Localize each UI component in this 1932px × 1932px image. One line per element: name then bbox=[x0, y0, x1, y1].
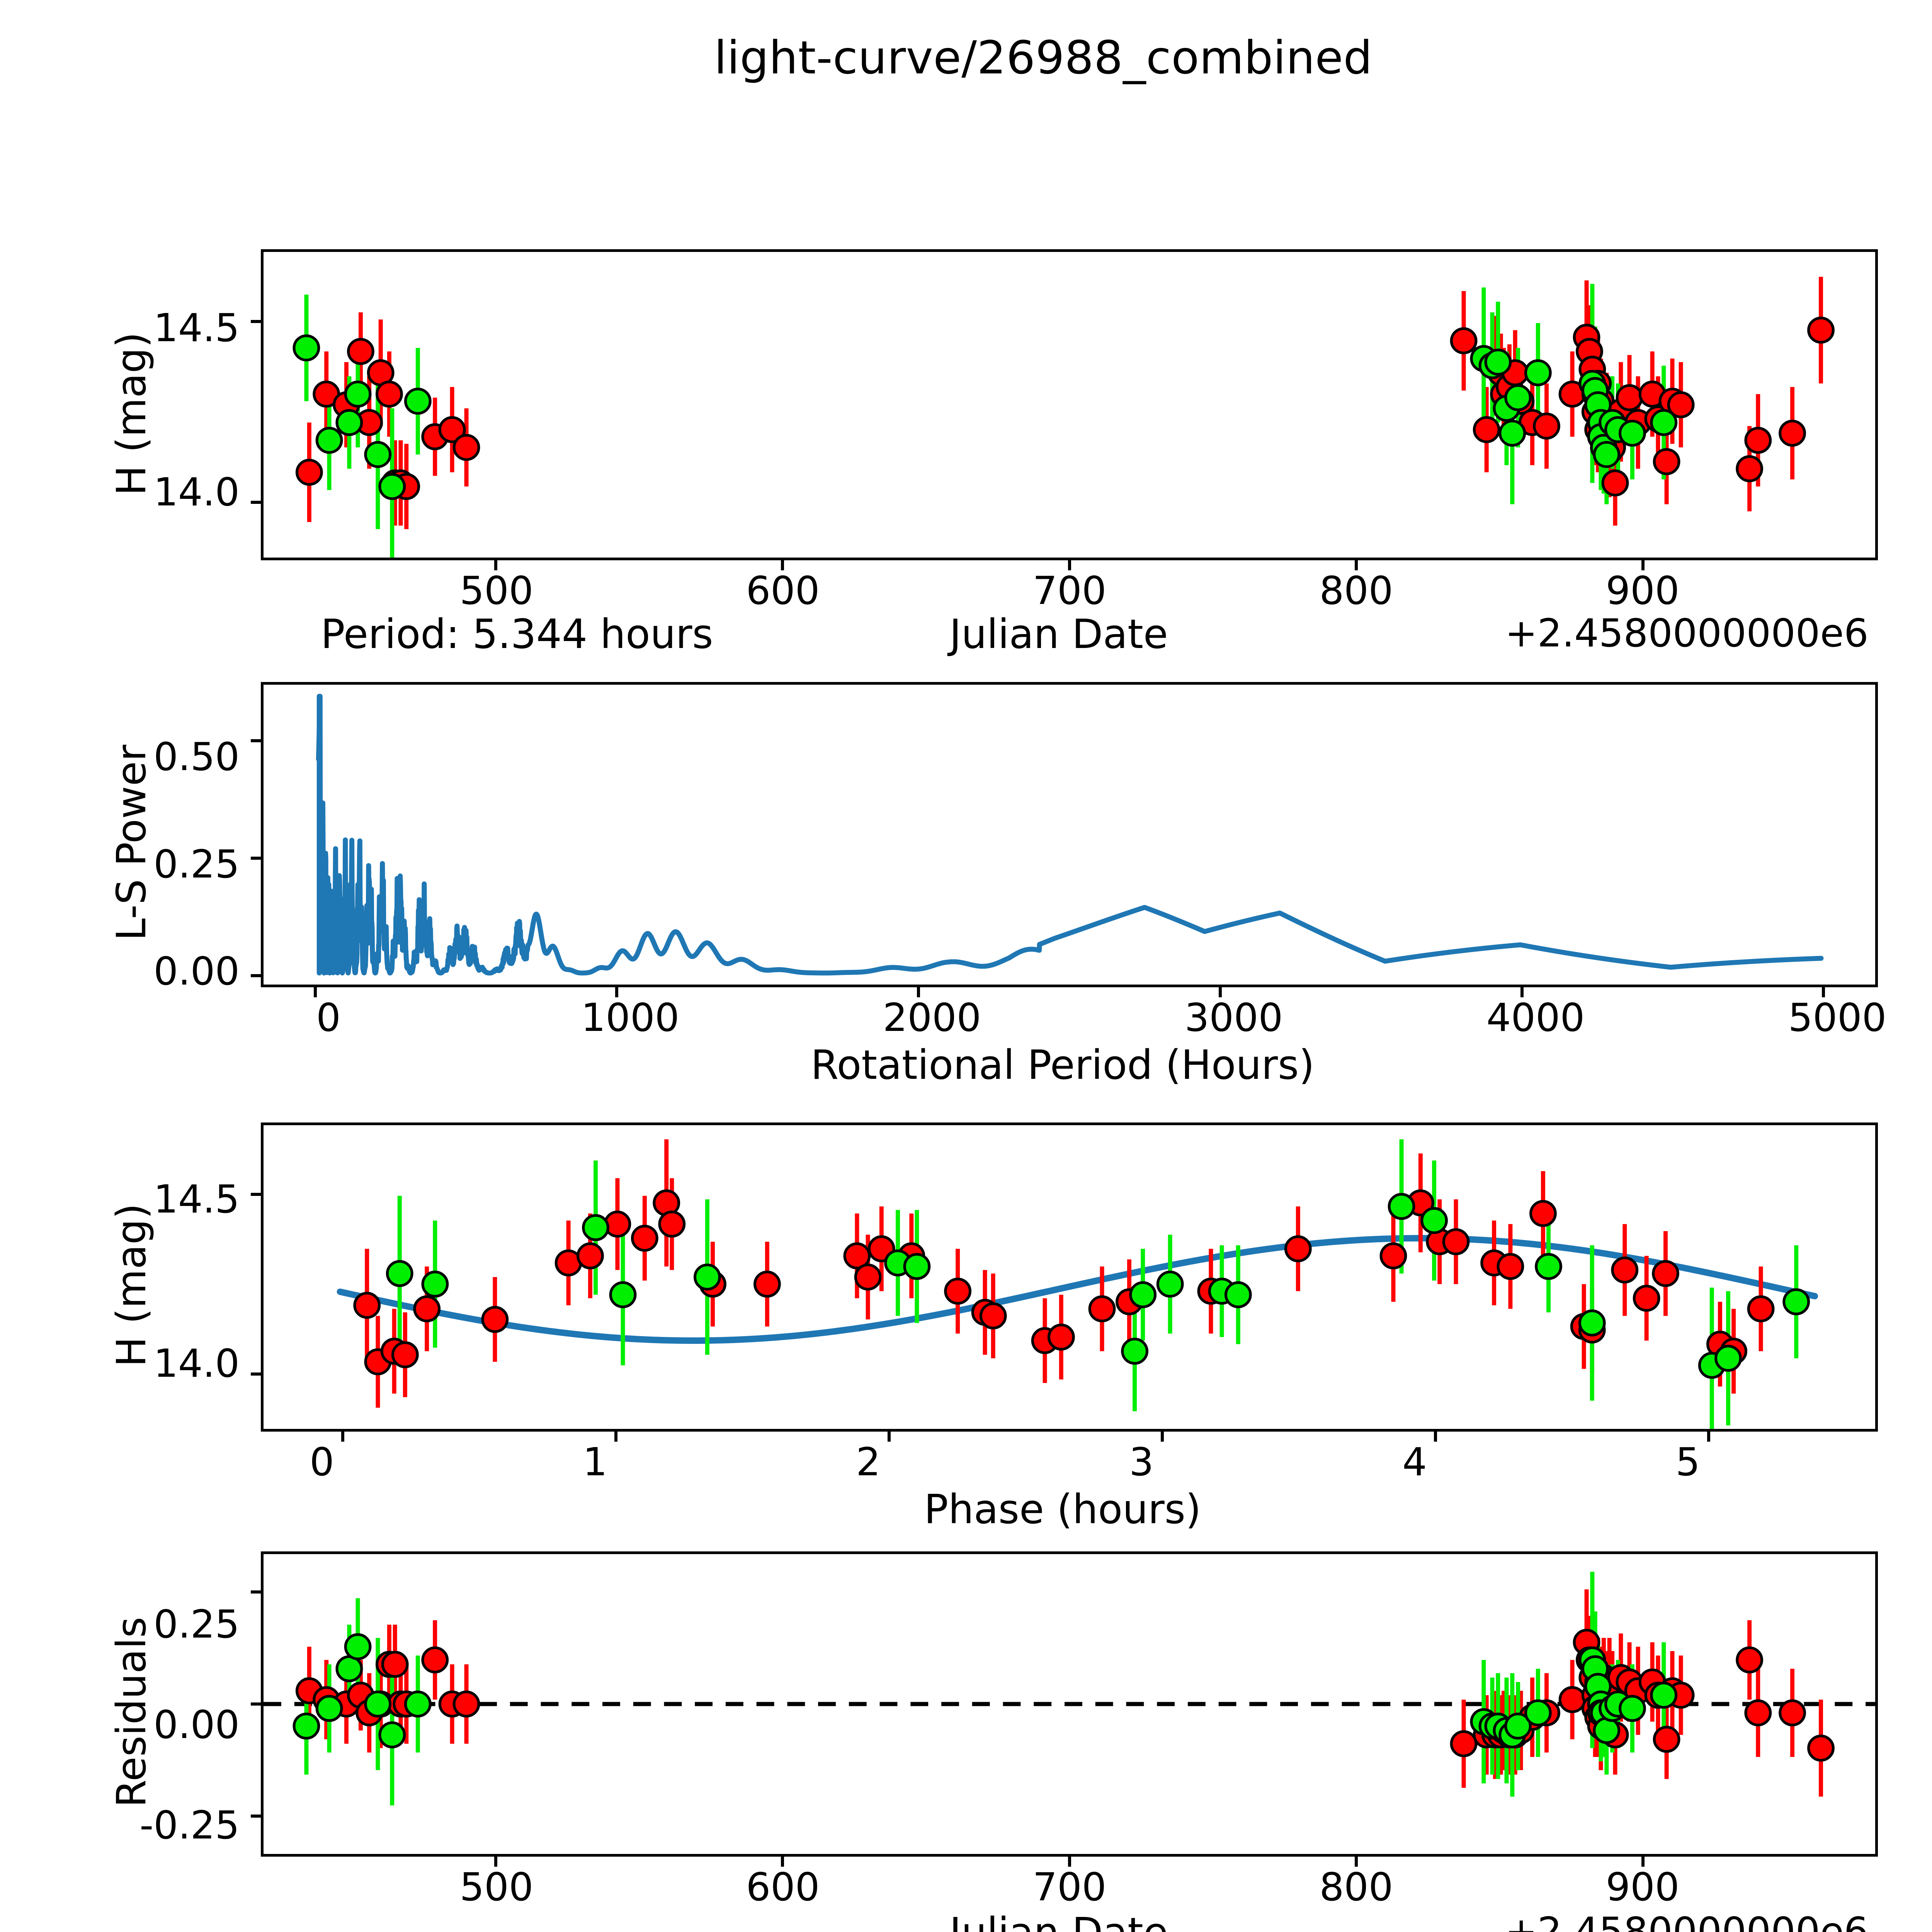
axis-tick bbox=[1218, 987, 1222, 997]
panel-lightcurve bbox=[261, 249, 1878, 560]
axis-tick bbox=[1822, 987, 1825, 997]
figure-title: light-curve/26988_combined bbox=[714, 31, 1372, 84]
axis-tick bbox=[781, 1857, 784, 1867]
periodogram-xtick-0: 0 bbox=[316, 995, 341, 1040]
lightcurve-xtick-3: 800 bbox=[1319, 568, 1393, 613]
axis-tick bbox=[1068, 560, 1071, 570]
phasefold-ytick-1: 14.0 bbox=[153, 1341, 240, 1386]
phasefold-x-axis-label: Phase (hours) bbox=[924, 1486, 1201, 1533]
phasefold-ytick-0: 14.5 bbox=[153, 1177, 240, 1222]
axis-tick bbox=[251, 1372, 261, 1376]
phasefold-xtick-3: 3 bbox=[1129, 1439, 1154, 1485]
periodogram-xtick-4: 4000 bbox=[1486, 995, 1585, 1040]
axis-tick bbox=[251, 1590, 261, 1594]
axis-tick bbox=[1520, 987, 1524, 997]
axis-tick bbox=[614, 1432, 617, 1442]
axis-tick bbox=[1354, 1857, 1358, 1867]
periodogram-xtick-2: 2000 bbox=[883, 995, 981, 1040]
axis-tick bbox=[313, 987, 317, 997]
axis-tick bbox=[1641, 1857, 1645, 1867]
residuals-ytick-0: 0.25 bbox=[153, 1602, 240, 1647]
periodogram-xtick-5: 5000 bbox=[1788, 995, 1887, 1040]
phasefold-xtick-1: 1 bbox=[583, 1439, 607, 1485]
panel-periodogram bbox=[261, 682, 1878, 987]
axis-tick bbox=[1354, 560, 1358, 570]
period-annotation: Period: 5.344 hours bbox=[321, 611, 713, 658]
axis-tick bbox=[494, 1857, 498, 1867]
residuals-xtick-2: 700 bbox=[1032, 1864, 1107, 1910]
phasefold-xtick-2: 2 bbox=[856, 1439, 881, 1485]
lightcurve-x-offset-text: +2.4580000000e6 bbox=[1505, 611, 1869, 656]
periodogram-ytick-2: 0.00 bbox=[153, 949, 240, 994]
axis-tick bbox=[341, 1432, 345, 1442]
lightcurve-xtick-0: 500 bbox=[459, 568, 534, 613]
residuals-ytick-1: 0.00 bbox=[153, 1702, 240, 1747]
panel-residuals bbox=[261, 1551, 1878, 1857]
lightcurve-x-axis-label: Julian Date bbox=[949, 611, 1168, 658]
phasefold-xtick-5: 5 bbox=[1675, 1439, 1700, 1485]
axis-tick bbox=[251, 1815, 261, 1818]
residuals-ytick-2: -0.25 bbox=[139, 1803, 240, 1848]
lightcurve-ytick-0: 14.5 bbox=[153, 305, 240, 350]
axis-tick bbox=[781, 560, 784, 570]
periodogram-xtick-3: 3000 bbox=[1184, 995, 1283, 1040]
residuals-xtick-0: 500 bbox=[459, 1864, 534, 1910]
axis-tick bbox=[494, 560, 498, 570]
lightcurve-xtick-4: 900 bbox=[1605, 568, 1680, 613]
residuals-xtick-3: 800 bbox=[1319, 1864, 1393, 1910]
residuals-x-axis-label: Julian Date bbox=[827, 1909, 1291, 1932]
axis-tick bbox=[917, 987, 920, 997]
axis-tick bbox=[251, 320, 261, 323]
axis-tick bbox=[1641, 560, 1645, 570]
periodogram-xtick-1: 1000 bbox=[581, 995, 680, 1040]
axis-tick bbox=[251, 856, 261, 860]
axis-tick bbox=[1160, 1432, 1164, 1442]
axis-tick bbox=[251, 1193, 261, 1196]
phasefold-xtick-4: 4 bbox=[1402, 1439, 1427, 1485]
periodogram-x-axis-label: Rotational Period (Hours) bbox=[811, 1041, 1315, 1088]
axis-tick bbox=[1068, 1857, 1071, 1867]
periodogram-ytick-1: 0.25 bbox=[153, 842, 240, 887]
axis-tick bbox=[251, 974, 261, 977]
residuals-x-offset-text: +2.4580000000e6 bbox=[1505, 1909, 1869, 1932]
residuals-xtick-1: 600 bbox=[746, 1864, 820, 1910]
panel-phasefold bbox=[261, 1122, 1878, 1432]
periodogram-ytick-0: 0.50 bbox=[153, 734, 240, 779]
axis-tick bbox=[251, 1702, 261, 1706]
axis-tick bbox=[887, 1432, 891, 1442]
axis-tick bbox=[615, 987, 619, 997]
axis-tick bbox=[251, 739, 261, 742]
axis-tick bbox=[251, 501, 261, 504]
axis-tick bbox=[1434, 1432, 1437, 1442]
lightcurve-xtick-2: 700 bbox=[1032, 568, 1107, 613]
residuals-xtick-4: 900 bbox=[1605, 1864, 1680, 1910]
phasefold-xtick-0: 0 bbox=[310, 1439, 334, 1485]
lightcurve-xtick-1: 600 bbox=[746, 568, 820, 613]
axis-tick bbox=[1707, 1432, 1710, 1442]
lightcurve-ytick-1: 14.0 bbox=[153, 469, 240, 515]
